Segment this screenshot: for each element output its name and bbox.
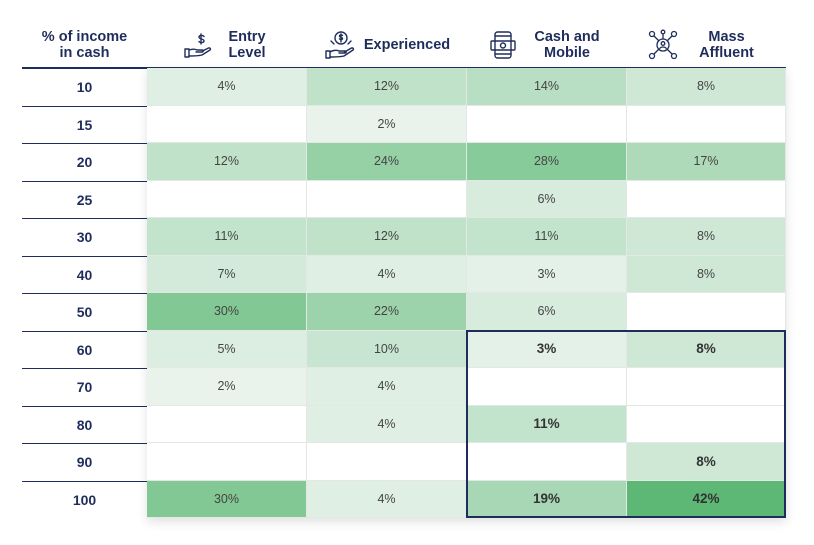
hand-money-icon [182, 29, 214, 61]
heatmap-cell: 4% [307, 480, 467, 518]
heatmap-cell [627, 405, 786, 443]
heatmap-cell: 11% [467, 405, 627, 443]
column-header-cash-and-mobile: Cash and Mobile [467, 20, 627, 70]
heatmap-cell: 24% [307, 143, 467, 181]
row-header-label: % of income in cash [41, 29, 128, 61]
heatmap-cell: 22% [307, 293, 467, 331]
row-label: 50 [22, 293, 147, 331]
column-label: Experienced [363, 37, 451, 53]
network-person-icon [647, 29, 679, 61]
row-label: 70 [22, 368, 147, 406]
column-header-experienced: Experienced [307, 20, 467, 70]
heatmap-cell: 8% [627, 255, 786, 293]
row-label: 20 [22, 143, 147, 181]
heatmap-cell [147, 180, 307, 218]
heatmap-cell: 30% [147, 480, 307, 518]
heatmap-cell: 11% [467, 218, 627, 256]
heatmap-cell [147, 405, 307, 443]
heatmap-cell: 4% [147, 68, 307, 106]
column-header-mass-affluent: Mass Affluent [627, 20, 786, 70]
heatmap-cell: 5% [147, 330, 307, 368]
heatmap-cell: 28% [467, 143, 627, 181]
heatmap-cell: 8% [627, 218, 786, 256]
heatmap-cell: 4% [307, 255, 467, 293]
heatmap-cell: 11% [147, 218, 307, 256]
heatmap-cell [307, 180, 467, 218]
heatmap-cell: 42% [627, 480, 786, 518]
heatmap-cell [627, 180, 786, 218]
heatmap-cell: 17% [627, 143, 786, 181]
heatmap-cell: 30% [147, 293, 307, 331]
row-label: 60 [22, 330, 147, 369]
row-label: 25 [22, 180, 147, 219]
heatmap-cell: 12% [147, 143, 307, 181]
column-header-entry-level: Entry Level [147, 20, 307, 70]
heatmap-cell [307, 443, 467, 481]
heatmap-cell: 2% [307, 105, 467, 143]
mobile-cash-icon [487, 29, 519, 61]
row-label: 100 [22, 480, 147, 519]
heatmap-cell: 8% [627, 330, 786, 368]
heatmap-cell [627, 368, 786, 406]
heatmap-cell: 14% [467, 68, 627, 106]
heatmap-grid: 4% 12% 14% 8% 2% 12% 24% 28% 17% 6% 11% 12% 11% 8% 7% 4… [147, 68, 786, 518]
row-label: 10 [22, 68, 147, 106]
heatmap-cell [467, 105, 627, 143]
row-label: 30 [22, 218, 147, 256]
heatmap-cell: 8% [627, 68, 786, 106]
column-label: Cash and Mobile [534, 29, 600, 61]
heatmap-cell: 7% [147, 255, 307, 293]
heatmap-cell: 10% [307, 330, 467, 368]
heatmap-cell: 12% [307, 218, 467, 256]
heatmap-cell: 4% [307, 405, 467, 443]
row-label: 90 [22, 443, 147, 481]
heatmap-cell: 2% [147, 368, 307, 406]
heatmap-cell [147, 105, 307, 143]
heatmap-cell: 19% [467, 480, 627, 518]
column-label: Entry Level [228, 29, 266, 61]
heatmap-cell [627, 105, 786, 143]
heatmap-cell: 8% [627, 443, 786, 481]
heatmap-cell [147, 443, 307, 481]
row-label: 15 [22, 105, 147, 144]
heatmap-cell [467, 368, 627, 406]
heatmap-cell [467, 443, 627, 481]
column-label: Mass Affluent [699, 29, 754, 61]
row-label: 40 [22, 255, 147, 294]
heatmap-cell: 3% [467, 255, 627, 293]
heatmap-cell: 4% [307, 368, 467, 406]
heatmap-cell: 3% [467, 330, 627, 368]
row-header: % of income in cash [22, 20, 147, 70]
heatmap-cell: 6% [467, 180, 627, 218]
row-label: 80 [22, 405, 147, 444]
money-hand-icon [324, 29, 356, 61]
heatmap-cell [627, 293, 786, 331]
heatmap-cell: 6% [467, 293, 627, 331]
heatmap-cell: 12% [307, 68, 467, 106]
